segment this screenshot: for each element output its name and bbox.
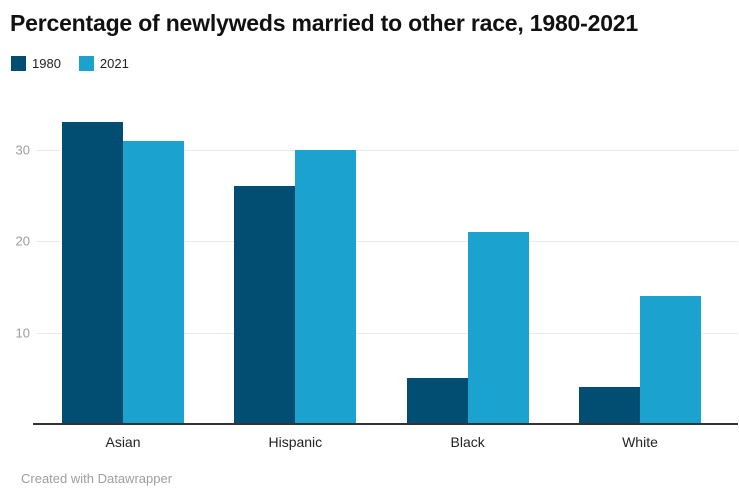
gridline-30 — [36, 149, 738, 151]
legend-label-1980: 1980 — [32, 56, 61, 71]
bar-hispanic-2021 — [295, 149, 357, 424]
x-category-label-black: Black — [450, 434, 485, 450]
bar-asian-2021 — [123, 140, 184, 424]
legend-label-2021: 2021 — [99, 56, 129, 71]
legend-swatch-1980 — [11, 56, 26, 71]
legend-item-1980: 1980 — [11, 56, 61, 71]
bar-white-1980 — [578, 387, 640, 424]
y-tick-label-20: 20 — [15, 233, 30, 249]
bar-asian-1980 — [62, 122, 123, 424]
legend-swatch-2021 — [78, 56, 94, 71]
x-category-label-white: White — [622, 434, 658, 450]
x-category-label-asian: Asian — [105, 434, 141, 450]
chart-title: Percentage of newlyweds married to other… — [10, 10, 638, 36]
legend-item-2021: 2021 — [78, 56, 129, 71]
chart-legend: 1980 2021 — [11, 56, 129, 71]
gridline-20 — [36, 241, 738, 243]
y-tick-label-10: 10 — [15, 325, 30, 341]
bar-hispanic-1980 — [234, 186, 296, 424]
bar-black-1980 — [406, 378, 468, 424]
bar-white-2021 — [639, 296, 701, 424]
x-category-label-hispanic: Hispanic — [268, 434, 323, 450]
attribution-text: Created with Datawrapper — [21, 471, 173, 486]
bar-black-2021 — [467, 232, 529, 424]
y-tick-label-30: 30 — [15, 142, 30, 158]
attribution-link[interactable]: Created with Datawrapper — [21, 471, 172, 486]
x-axis-line — [33, 423, 738, 425]
gridline-10 — [36, 332, 738, 334]
